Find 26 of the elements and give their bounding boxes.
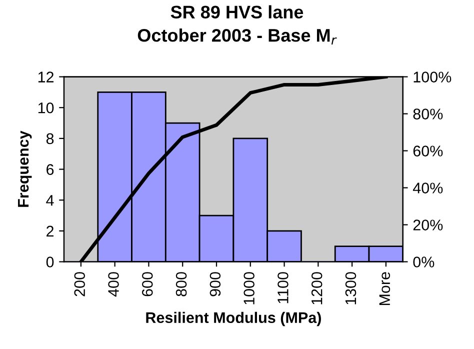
- y2-tick-label: 100%: [414, 72, 452, 82]
- y-tick-label: 8: [46, 133, 54, 144]
- y-tick-label: 0: [46, 256, 54, 268]
- x-tick-label: 800: [176, 272, 187, 296]
- x-axis-title: Resilient Modulus (MPa): [146, 312, 321, 326]
- x-tick-label: 1300: [345, 272, 356, 304]
- y-tick-label: 2: [46, 226, 54, 236]
- y2-tick-label: 20%: [413, 220, 443, 230]
- y-tick-label: 12: [38, 72, 54, 82]
- x-tick-label: 900: [210, 272, 221, 296]
- y-axis-title: Frequency: [18, 130, 32, 207]
- x-tick-label: More: [379, 272, 390, 306]
- y-tick-label: 6: [46, 164, 54, 175]
- y-tick-label: 10: [38, 102, 54, 114]
- x-tick-label: 200: [74, 272, 86, 296]
- x-tick-label: 1100: [278, 272, 288, 304]
- y2-tick-label: 0%: [413, 256, 434, 268]
- x-tick-label: 1200: [311, 272, 322, 304]
- x-tick-label: 1000: [244, 272, 254, 304]
- x-tick-label: 600: [142, 272, 153, 296]
- y2-tick-label: 80%: [413, 108, 443, 120]
- y2-tick-label: 40%: [412, 182, 443, 194]
- x-tick-label: 400: [108, 272, 119, 297]
- y2-tick-label: 60%: [413, 146, 443, 156]
- y-tick-label: 4: [46, 195, 54, 206]
- chart-title: SR 89 HVS lane October 2003 - Base M$_{r}$: [138, 5, 337, 45]
